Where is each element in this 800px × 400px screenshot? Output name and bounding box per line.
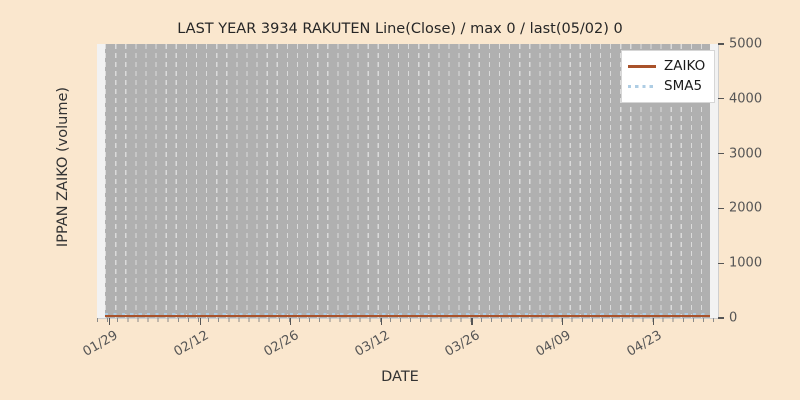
x-tick-label: 04/23 (624, 328, 665, 360)
y-tick-label: 1000 (729, 255, 763, 271)
legend-line-icon-sma5 (628, 84, 656, 88)
x-tick-label: 03/26 (442, 328, 483, 360)
y-tick-mark (718, 262, 724, 264)
y-tick-label: 0 (729, 310, 738, 326)
x-tick-label: 03/12 (352, 328, 393, 360)
series-line-sma5 (105, 313, 710, 316)
x-tick-label: 01/29 (80, 328, 121, 360)
legend-label-sma5: SMA5 (664, 78, 703, 94)
x-tick-mark (290, 318, 292, 325)
x-tick-label: 02/26 (261, 328, 302, 360)
legend-label-zaiko: ZAIKO (664, 58, 706, 74)
plot-canvas (105, 44, 710, 318)
y-tick-mark (718, 317, 724, 319)
vertical-gridlines (105, 44, 710, 318)
x-axis-minor-ticks (97, 318, 718, 322)
chart-title: LAST YEAR 3934 RAKUTEN Line(Close) / max… (177, 21, 623, 37)
x-tick-mark (562, 318, 564, 325)
y-tick-label: 3000 (729, 146, 763, 162)
legend-line-icon-zaiko (628, 64, 656, 68)
y-tick-mark (718, 152, 724, 155)
y-tick-label: 5000 (729, 36, 763, 52)
y-tick-mark (718, 43, 724, 45)
y-tick-label: 2000 (729, 200, 763, 216)
chart-legend: ZAIKO SMA5 (621, 50, 715, 103)
y-tick-mark (718, 98, 724, 100)
x-tick-mark (380, 318, 383, 325)
x-tick-mark (199, 318, 201, 325)
y-tick-mark (718, 207, 724, 210)
x-tick-mark (471, 318, 473, 325)
x-tick-mark (109, 318, 111, 325)
x-axis-label: DATE (381, 369, 419, 385)
y-axis-spine (718, 44, 719, 318)
x-tick-mark (652, 318, 654, 325)
legend-item-zaiko: ZAIKO (628, 56, 708, 76)
x-tick-label: 02/12 (171, 328, 212, 360)
x-tick-label: 04/09 (533, 328, 574, 360)
y-axis-label: IPPAN ZAIKO (volume) (55, 86, 71, 248)
series-line-zaiko (105, 314, 710, 318)
legend-item-sma5: SMA5 (628, 76, 708, 96)
y-tick-label: 4000 (729, 91, 763, 107)
